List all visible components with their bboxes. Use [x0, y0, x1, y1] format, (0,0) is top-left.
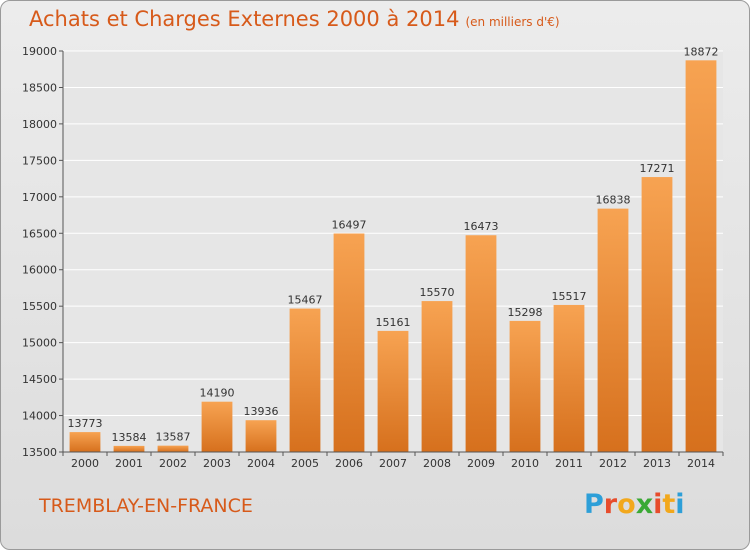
- bar: [377, 330, 409, 452]
- bar-value-label: 16473: [464, 220, 499, 233]
- bar: [553, 304, 585, 452]
- bar: [421, 301, 453, 452]
- x-tick-label: 2005: [291, 457, 319, 470]
- bar: [509, 320, 541, 452]
- x-tick-label: 2011: [555, 457, 583, 470]
- x-tick-label: 2014: [687, 457, 715, 470]
- x-tick-label: 2009: [467, 457, 495, 470]
- bar: [465, 235, 497, 452]
- x-tick-label: 2003: [203, 457, 231, 470]
- bar-value-label: 15161: [376, 316, 411, 329]
- bar-value-label: 16838: [596, 194, 631, 207]
- y-tick-label: 18000: [22, 118, 57, 131]
- bar-value-label: 14190: [200, 387, 235, 400]
- y-tick-label: 16000: [22, 264, 57, 277]
- y-tick-label: 19000: [22, 45, 57, 58]
- x-tick-label: 2001: [115, 457, 143, 470]
- bar-value-label: 15298: [508, 306, 543, 319]
- bar-value-label: 15517: [552, 290, 587, 303]
- y-tick-label: 14500: [22, 373, 57, 386]
- logo-letter: o: [617, 489, 636, 520]
- axes: 13500 14000 14500 15000 15500 16000 16500 17000…: [22, 45, 724, 470]
- bar: [157, 445, 189, 452]
- bar-value-label: 13936: [244, 405, 279, 418]
- y-tick-label: 18500: [22, 81, 57, 94]
- bar-value-label: 15570: [420, 286, 455, 299]
- place-name: TREMBLAY-EN-FRANCE: [39, 495, 253, 517]
- x-tick-label: 2008: [423, 457, 451, 470]
- y-tick-label: 15500: [22, 300, 57, 313]
- y-tick-label: 13500: [22, 446, 57, 459]
- y-tick-label: 14000: [22, 410, 57, 423]
- logo-letter: P: [584, 489, 604, 520]
- logo-letter: x: [635, 489, 654, 520]
- bar-value-label: 17271: [640, 162, 675, 175]
- logo-letter: i: [653, 489, 663, 520]
- chart-subtitle: (en milliers d'€): [465, 15, 560, 29]
- bar: [245, 420, 277, 452]
- bars: [69, 60, 717, 452]
- chart-title: Achats et Charges Externes 2000 à 2014 (e…: [29, 7, 560, 31]
- bar-chart: 13500 14000 14500 15000 15500 16000 16500 17000…: [22, 45, 724, 470]
- x-tick-label: 2007: [379, 457, 407, 470]
- x-tick-label: 2004: [247, 457, 275, 470]
- x-tick-label: 2010: [511, 457, 539, 470]
- x-tick-label: 2012: [599, 457, 627, 470]
- y-tick-label: 17000: [22, 191, 57, 204]
- logo-letter: r: [603, 489, 618, 520]
- data-labels: 13773 13584 13587 14190 13936 15467 16497 15161…: [68, 45, 719, 444]
- bar: [69, 432, 101, 452]
- bar: [113, 445, 145, 452]
- bar-value-label: 13587: [156, 431, 191, 444]
- bar: [641, 177, 673, 452]
- y-tick-label: 17500: [22, 154, 57, 167]
- bar: [201, 401, 233, 452]
- y-tick-label: 15000: [22, 337, 57, 350]
- bar: [597, 208, 629, 452]
- bar-value-label: 13773: [68, 417, 103, 430]
- proxiti-logo: Proxiti: [584, 489, 685, 520]
- bar: [333, 233, 365, 452]
- x-tick-label: 2013: [643, 457, 671, 470]
- bar-value-label: 13584: [112, 431, 147, 444]
- y-tick-label: 16500: [22, 227, 57, 240]
- x-tick-label: 2006: [335, 457, 363, 470]
- logo-letter: i: [675, 489, 685, 520]
- x-tick-label: 2002: [159, 457, 187, 470]
- bar-value-label: 15467: [288, 294, 323, 307]
- bar: [289, 308, 321, 452]
- logo-letter: t: [662, 489, 676, 520]
- bar-value-label: 18872: [684, 45, 719, 58]
- x-tick-label: 2000: [71, 457, 99, 470]
- bar-value-label: 16497: [332, 218, 367, 231]
- bar: [685, 60, 717, 452]
